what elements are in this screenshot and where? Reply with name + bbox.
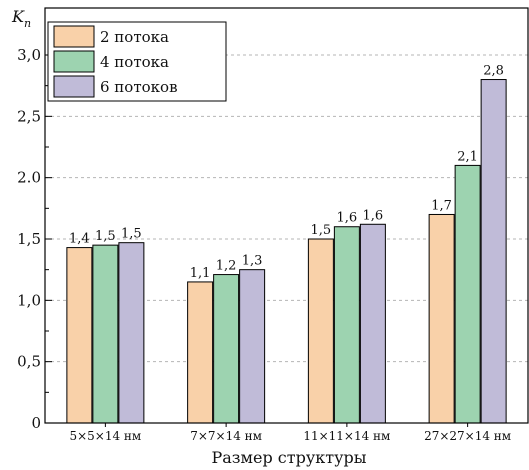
bar — [359, 223, 386, 424]
bar — [118, 242, 145, 424]
data-label: 1,6 — [363, 208, 384, 223]
data-label: 1,5 — [121, 227, 142, 242]
y-tick-label: 3,0 — [17, 46, 41, 64]
legend-swatch — [53, 75, 95, 98]
bar — [454, 164, 481, 424]
y-tick-label: 2,5 — [17, 107, 41, 125]
bar — [480, 79, 507, 424]
data-label: 1,7 — [431, 198, 452, 213]
y-axis-label: Kn — [11, 7, 31, 30]
y-tick-label: 0,5 — [17, 353, 41, 371]
x-ticks: 5×5×14 нм 7×7×14 нм 11×11×14 нм 27×27×14 нм — [69, 423, 511, 443]
x-tick-label: 11×11×14 нм — [303, 429, 390, 443]
y-axis-label-main: K — [11, 7, 25, 26]
axes — [44, 7, 529, 424]
bars: 1,4 1,5 1,5 1,1 1,2 1,3 1,5 1,6 1,6 1,7 2,1 2,8 — [66, 64, 507, 424]
data-label: 1,3 — [242, 254, 263, 269]
data-label: 2,8 — [483, 64, 504, 79]
data-label: 1,5 — [311, 223, 332, 238]
bar — [307, 238, 334, 424]
data-label: 1,2 — [216, 259, 237, 274]
bar — [92, 244, 119, 424]
legend-label: 6 потоков — [100, 78, 178, 96]
data-label: 1,4 — [69, 232, 90, 247]
y-tick-label: 2.0 — [17, 169, 41, 187]
x-axis-label: Размер структуры — [212, 448, 367, 467]
x-tick-label: 7×7×14 нм — [190, 429, 262, 443]
x-tick-label: 5×5×14 нм — [69, 429, 141, 443]
data-label: 1,1 — [190, 266, 211, 281]
bar — [213, 274, 240, 424]
data-label: 2,1 — [457, 149, 478, 164]
bar — [333, 226, 360, 424]
bar — [187, 281, 214, 424]
legend-swatch — [53, 50, 95, 73]
y-tick-label: 1,5 — [17, 230, 41, 248]
y-axis-label-sub: n — [24, 17, 31, 30]
x-tick-label: 27×27×14 нм — [424, 429, 511, 443]
bar — [239, 269, 266, 424]
plot-frame — [44, 7, 529, 424]
data-label: 1,6 — [337, 211, 358, 226]
bar — [428, 213, 455, 424]
data-label: 1,5 — [95, 229, 116, 244]
y-tick-label: 1,0 — [17, 291, 41, 309]
legend: 2 потока 4 потока 6 потоков — [47, 21, 227, 102]
y-ticks: 0 0,5 1,0 1,5 2.0 2,5 3,0 — [17, 46, 52, 432]
y-tick-label: 0 — [31, 414, 41, 432]
legend-swatch — [53, 25, 95, 48]
bar — [66, 247, 93, 424]
legend-label: 2 потока — [100, 28, 169, 46]
legend-label: 4 потока — [100, 53, 169, 71]
